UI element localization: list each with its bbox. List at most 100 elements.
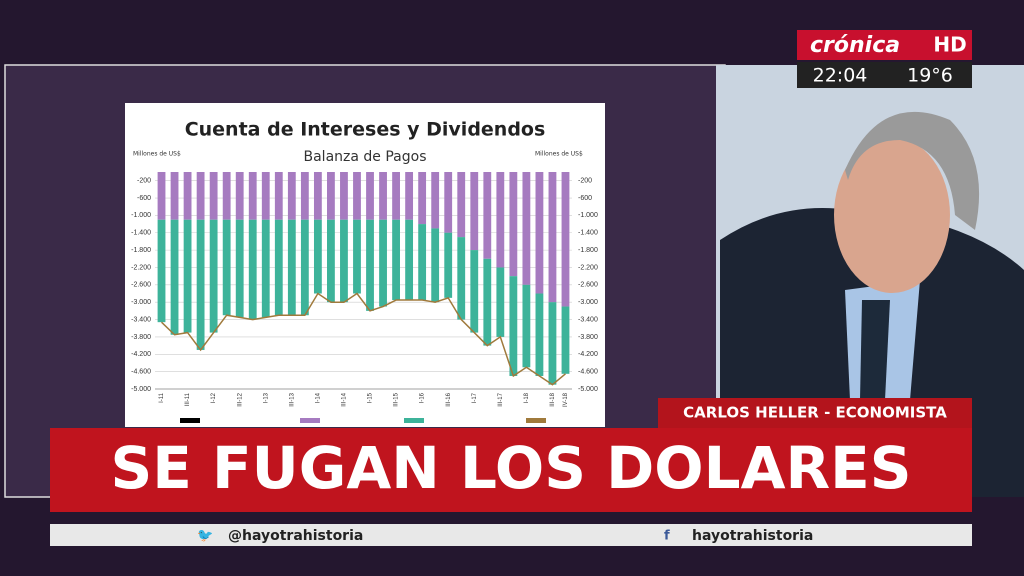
logo-badge: HD (933, 33, 966, 57)
y-tick-label: -2.600 (131, 282, 151, 289)
bar-segment (392, 219, 400, 301)
bar-segment (353, 219, 361, 294)
x-tick-label: III-13 (289, 392, 295, 406)
ticker-twitter: @hayotrahistoria (228, 528, 363, 544)
bar-segment (431, 228, 440, 303)
bar-segment (366, 219, 374, 311)
legend-chip (300, 418, 320, 423)
bar-segment (522, 284, 531, 368)
bar-segment (470, 250, 479, 333)
legend-chip (404, 418, 424, 423)
y2-tick-label: -1.000 (578, 212, 598, 219)
chart-title: Cuenta de Intereses y Dividendos (185, 119, 546, 141)
x-tick-label: I-18 (524, 392, 530, 403)
headline-banner (50, 428, 972, 512)
x-tick-label: III-17 (498, 392, 504, 406)
bar-segment (183, 172, 192, 220)
bar-segment (340, 172, 348, 220)
y-tick-label: -4.200 (131, 351, 151, 358)
y2-tick-label: -2.200 (578, 264, 598, 271)
x-tick-label: III-14 (342, 392, 348, 406)
bar-segment (313, 172, 322, 220)
bar-segment (170, 172, 179, 220)
bar-segment (300, 219, 309, 316)
total-line (160, 292, 566, 386)
bar-segment (157, 172, 166, 220)
bar-segment (444, 232, 453, 298)
bar-segment (209, 219, 218, 333)
y-tick-label: -1.000 (131, 212, 151, 219)
y2-tick-label: -4.200 (578, 351, 598, 358)
y2-tick-label: -5.000 (578, 386, 598, 393)
bar-segment (327, 219, 335, 303)
bar-segment (353, 172, 361, 220)
clock-time: 22:04 (813, 65, 868, 87)
bar-segment (196, 172, 205, 220)
temperature: 19°6 (907, 65, 953, 87)
bar-segment (548, 172, 557, 303)
bar-segment (248, 172, 257, 220)
bar-segment (522, 172, 531, 285)
bar-segment (561, 172, 570, 307)
y-tick-label: -2.200 (131, 264, 151, 271)
bar-segment (470, 172, 479, 251)
y-tick-label: -4.600 (131, 368, 151, 375)
bar-segment (509, 276, 518, 376)
y-tick-label: -600 (137, 195, 151, 202)
bar-segment (483, 258, 492, 346)
logo-box (797, 30, 972, 60)
x-tick-label: I-17 (472, 392, 478, 403)
clock-box (797, 62, 972, 88)
x-tick-label: III-12 (237, 392, 243, 406)
y-tick-label: -1.800 (131, 247, 151, 254)
bar-segment (327, 172, 335, 220)
bar-segment (444, 172, 453, 233)
ticker-facebook: hayotrahistoria (692, 528, 813, 544)
bar-segment (235, 172, 244, 220)
bar-segment (313, 219, 322, 294)
bar-segment (287, 219, 296, 316)
nameplate-box (658, 398, 972, 428)
chart: -200 -200 -600 -600 -1.000 -1.000 -1.400 -1.400… (131, 172, 598, 423)
bar-segment (535, 172, 544, 294)
bar-segment (457, 237, 466, 320)
bar-segment (379, 219, 387, 307)
y-axis-label: Millones de US$ (133, 151, 181, 158)
bar-segment (248, 219, 257, 320)
bar-segment (561, 306, 570, 374)
x-tick-label: III-18 (550, 392, 556, 406)
ticker-bar (50, 524, 972, 546)
y2-axis-label: Millones de US$ (535, 151, 583, 158)
legend-chip (526, 418, 546, 423)
y-tick-label: -3.800 (131, 334, 151, 341)
x-tick-label: I-14 (315, 392, 321, 403)
bar-segment (431, 172, 440, 229)
y2-tick-label: -200 (578, 178, 592, 185)
y2-tick-label: -2.600 (578, 282, 598, 289)
bar-segment (379, 172, 387, 220)
x-tick-label: III-15 (394, 392, 400, 406)
bar-segment (366, 172, 374, 220)
bar-segment (392, 172, 400, 220)
bar-segment (209, 172, 218, 220)
x-tick-label: IV-18 (563, 392, 569, 407)
bar-segment (183, 219, 192, 333)
x-tick-label: I-12 (211, 392, 217, 403)
headline: SE FUGAN LOS DOLARES (110, 434, 911, 502)
bar-segment (274, 172, 283, 220)
bar-segment (222, 172, 231, 220)
bar-segment (496, 267, 505, 337)
bar-segment (196, 219, 205, 350)
y2-tick-label: -3.000 (578, 299, 598, 306)
person-hair (845, 111, 980, 230)
bar-segment (261, 219, 270, 318)
x-tick-label: I-16 (420, 392, 426, 403)
bar-segment (496, 172, 505, 268)
y-tick-label: -3.000 (131, 299, 151, 306)
bar-segment (300, 172, 309, 220)
y-tick-label: -3.400 (131, 316, 151, 323)
x-tick-label: I-15 (368, 392, 374, 403)
bar-segment (287, 172, 296, 220)
